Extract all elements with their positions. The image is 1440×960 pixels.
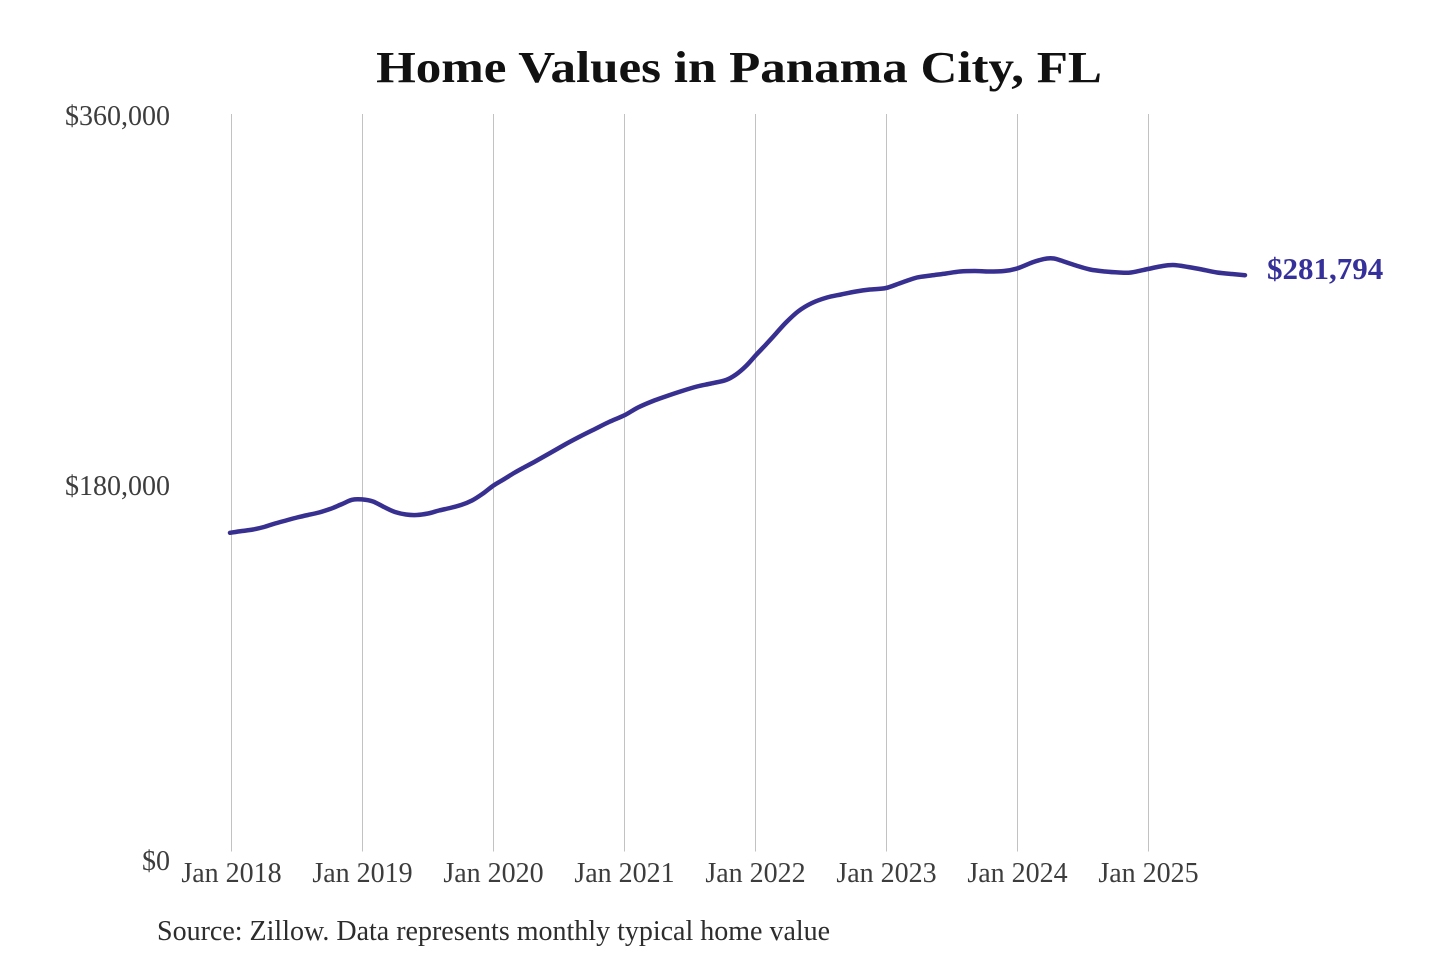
svg-text:Jan 2019: Jan 2019 [312, 858, 412, 889]
svg-text:Jan 2018: Jan 2018 [181, 858, 281, 889]
svg-text:Jan 2023: Jan 2023 [836, 858, 936, 889]
svg-text:Jan 2022: Jan 2022 [705, 858, 805, 889]
svg-text:$281,794: $281,794 [1267, 251, 1383, 286]
svg-text:Home Values in Panama City, FL: Home Values in Panama City, FL [376, 44, 1102, 92]
svg-text:$0: $0 [142, 846, 170, 877]
svg-text:Jan 2021: Jan 2021 [574, 858, 674, 889]
svg-text:Jan 2020: Jan 2020 [443, 858, 543, 889]
svg-text:$180,000: $180,000 [65, 471, 170, 502]
svg-text:Source: Zillow. Data represent: Source: Zillow. Data represents monthly … [157, 916, 830, 947]
svg-text:$360,000: $360,000 [65, 101, 170, 132]
svg-text:Jan 2025: Jan 2025 [1098, 858, 1198, 889]
svg-text:Jan 2024: Jan 2024 [967, 858, 1067, 889]
